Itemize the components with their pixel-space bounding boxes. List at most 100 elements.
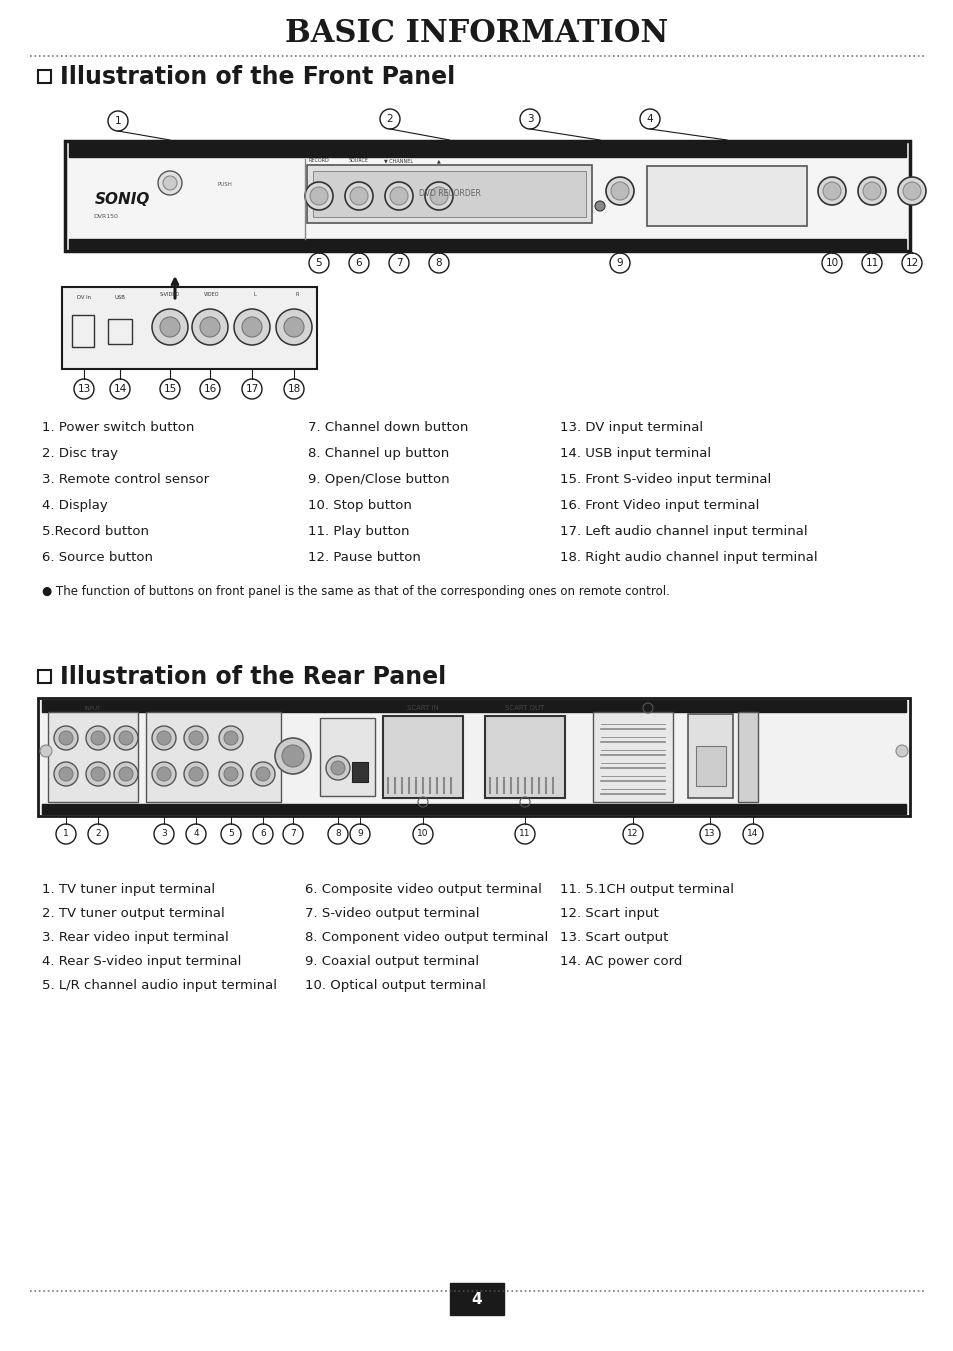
Text: 14: 14 [113, 384, 127, 394]
Text: 14: 14 [746, 830, 758, 839]
Circle shape [192, 309, 228, 345]
Text: 4: 4 [193, 830, 198, 839]
Text: PUSH: PUSH [217, 182, 233, 188]
Text: DVD RECORDER: DVD RECORDER [418, 189, 480, 199]
Text: 7. S-video output terminal: 7. S-video output terminal [305, 907, 479, 920]
Text: 9: 9 [356, 830, 362, 839]
Circle shape [251, 762, 274, 786]
Circle shape [91, 767, 105, 781]
Text: Illustration of the Front Panel: Illustration of the Front Panel [60, 65, 455, 89]
Text: 18: 18 [287, 384, 300, 394]
Circle shape [331, 761, 345, 775]
Text: 6. Source button: 6. Source button [42, 551, 152, 563]
Circle shape [305, 182, 333, 209]
Text: 9. Coaxial output terminal: 9. Coaxial output terminal [305, 955, 478, 969]
Text: 8. Component video output terminal: 8. Component video output terminal [305, 931, 548, 944]
Text: 6: 6 [260, 830, 266, 839]
Circle shape [54, 762, 78, 786]
Text: 17. Left audio channel input terminal: 17. Left audio channel input terminal [559, 526, 807, 538]
Text: 8. Channel up button: 8. Channel up button [308, 447, 449, 459]
Text: 8: 8 [436, 258, 442, 267]
Text: 6. Composite video output terminal: 6. Composite video output terminal [305, 884, 541, 896]
Text: 7: 7 [395, 258, 402, 267]
Text: 11. 5.1CH output terminal: 11. 5.1CH output terminal [559, 884, 733, 896]
Text: 2: 2 [386, 113, 393, 124]
Text: 12. Scart input: 12. Scart input [559, 907, 659, 920]
Text: SCART IN: SCART IN [407, 705, 438, 711]
Text: 10: 10 [824, 258, 838, 267]
Circle shape [157, 767, 171, 781]
Circle shape [59, 767, 73, 781]
Text: 18. Right audio channel input terminal: 18. Right audio channel input terminal [559, 551, 817, 563]
Text: 4: 4 [471, 1292, 482, 1306]
Circle shape [113, 762, 138, 786]
Circle shape [113, 725, 138, 750]
Circle shape [345, 182, 373, 209]
Circle shape [430, 186, 448, 205]
Text: BASIC INFORMATION: BASIC INFORMATION [285, 18, 668, 49]
Bar [38, 670, 51, 684]
Text: 11. Play button: 11. Play button [308, 526, 409, 538]
FancyBboxPatch shape [450, 1283, 503, 1315]
Text: SCART OUT: SCART OUT [505, 705, 544, 711]
Text: 11: 11 [864, 258, 878, 267]
Text: Illustration of the Rear Panel: Illustration of the Rear Panel [60, 665, 446, 689]
Bar [71, 315, 94, 347]
Circle shape [189, 767, 203, 781]
Circle shape [326, 757, 350, 780]
Circle shape [119, 731, 132, 744]
Text: 2: 2 [95, 830, 101, 839]
Circle shape [160, 317, 180, 336]
Bar [687, 713, 732, 798]
Circle shape [224, 731, 237, 744]
Text: 5: 5 [315, 258, 322, 267]
Circle shape [897, 177, 925, 205]
Bar [38, 698, 909, 816]
Circle shape [424, 182, 453, 209]
Text: SOURCE: SOURCE [349, 158, 369, 163]
Text: ▼ CHANNEL: ▼ CHANNEL [384, 158, 414, 163]
Text: 4. Rear S-video input terminal: 4. Rear S-video input terminal [42, 955, 241, 969]
Circle shape [284, 317, 304, 336]
Circle shape [200, 317, 220, 336]
Bar [307, 165, 592, 223]
Circle shape [54, 725, 78, 750]
Circle shape [157, 731, 171, 744]
Circle shape [390, 186, 408, 205]
Bar [42, 700, 905, 712]
Circle shape [40, 744, 52, 757]
Text: 7: 7 [290, 830, 295, 839]
Circle shape [862, 182, 880, 200]
Text: 9: 9 [616, 258, 622, 267]
Text: 2. Disc tray: 2. Disc tray [42, 447, 118, 459]
Text: DV In: DV In [77, 295, 91, 300]
Circle shape [219, 725, 243, 750]
Bar [382, 716, 462, 798]
Text: 5.Record button: 5.Record button [42, 526, 149, 538]
Text: VIDEO: VIDEO [204, 292, 219, 297]
Text: R: R [295, 292, 298, 297]
Text: 12. Pause button: 12. Pause button [308, 551, 420, 563]
Circle shape [610, 182, 628, 200]
Text: 3. Rear video input terminal: 3. Rear video input terminal [42, 931, 229, 944]
Bar [65, 141, 909, 251]
Circle shape [857, 177, 885, 205]
Circle shape [275, 309, 312, 345]
Circle shape [91, 731, 105, 744]
Text: 3: 3 [526, 113, 533, 124]
Circle shape [242, 317, 262, 336]
Circle shape [902, 182, 920, 200]
Circle shape [152, 762, 175, 786]
Text: 5: 5 [228, 830, 233, 839]
Bar [146, 712, 281, 802]
Text: 3: 3 [161, 830, 167, 839]
Circle shape [163, 176, 177, 190]
Text: 15. Front S-video input terminal: 15. Front S-video input terminal [559, 473, 770, 486]
Circle shape [350, 186, 368, 205]
Bar [108, 319, 132, 345]
Text: 10. Stop button: 10. Stop button [308, 499, 412, 512]
Bar [62, 286, 316, 369]
Text: 4. Display: 4. Display [42, 499, 108, 512]
Circle shape [224, 767, 237, 781]
Text: 15: 15 [163, 384, 176, 394]
